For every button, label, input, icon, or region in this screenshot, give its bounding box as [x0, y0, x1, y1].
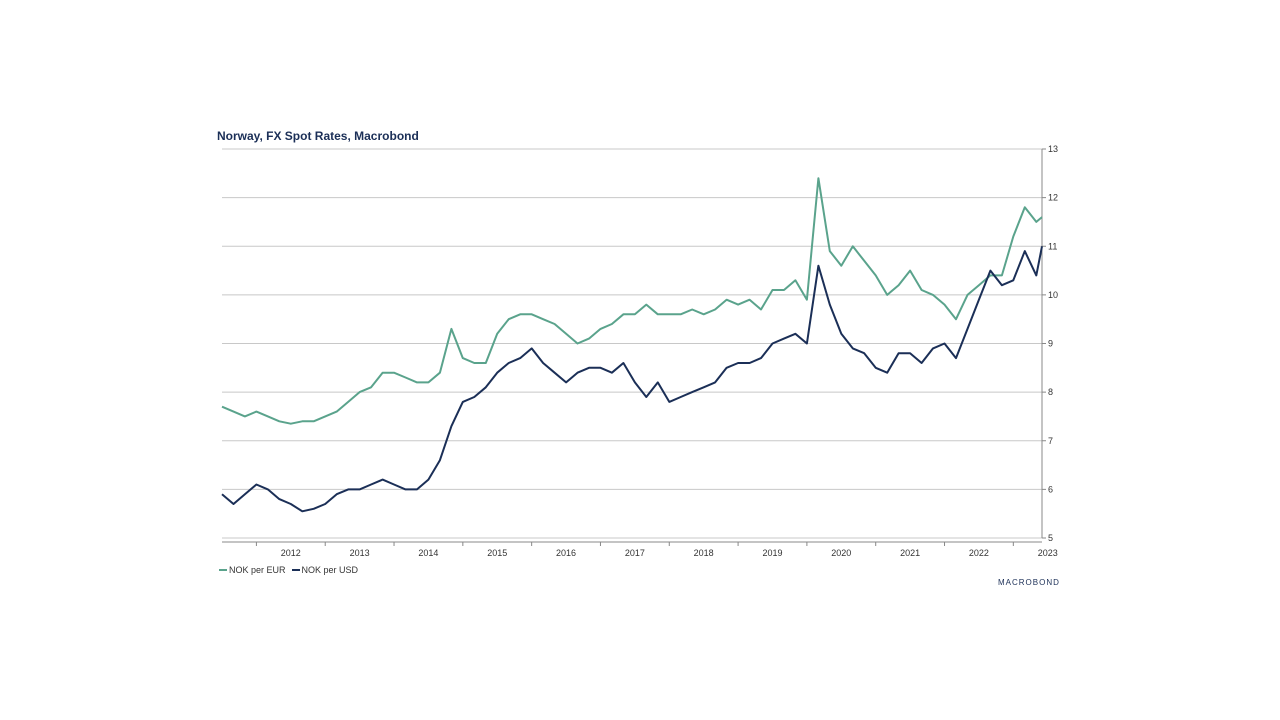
x-tick-label: 2019 — [762, 548, 782, 558]
x-tick-label: 2017 — [625, 548, 645, 558]
x-tick-label: 2023 — [1038, 548, 1058, 558]
legend-label-eur: NOK per EUR — [229, 565, 286, 575]
brand-logo: MACROBOND — [998, 578, 1060, 587]
x-tick-label: 2016 — [556, 548, 576, 558]
series-line-eur — [221, 177, 1043, 425]
legend-item-usd: NOK per USD — [291, 565, 359, 575]
legend-swatch-usd — [291, 569, 300, 571]
series-line-usd — [221, 246, 1043, 513]
y-tick-label: 8 — [1048, 387, 1053, 397]
y-tick-label: 13 — [1048, 144, 1058, 154]
y-tick-label: 11 — [1048, 241, 1057, 251]
y-tick-label: 5 — [1048, 533, 1053, 543]
y-tick-label: 9 — [1048, 339, 1053, 349]
x-tick-label: 2021 — [900, 548, 920, 558]
x-tick-label: 2018 — [694, 548, 714, 558]
x-tick-label: 2012 — [281, 548, 301, 558]
x-tick-label: 2022 — [969, 548, 989, 558]
x-tick-label: 2015 — [487, 548, 507, 558]
x-tick-label: 2014 — [418, 548, 438, 558]
x-tick-label: 2013 — [350, 548, 370, 558]
legend-swatch-eur — [219, 569, 227, 571]
legend-item-eur: NOK per EUR — [219, 565, 286, 575]
legend-label-usd: NOK per USD — [301, 565, 359, 575]
chart-title: Norway, FX Spot Rates, Macrobond — [217, 129, 419, 143]
y-tick-label: 6 — [1048, 484, 1053, 494]
legend: NOK per EUR NOK per USD — [219, 565, 358, 575]
y-tick-label: 7 — [1048, 436, 1053, 446]
y-tick-label: 10 — [1048, 290, 1058, 300]
x-tick-label: 2020 — [831, 548, 851, 558]
y-tick-label: 12 — [1048, 193, 1058, 203]
